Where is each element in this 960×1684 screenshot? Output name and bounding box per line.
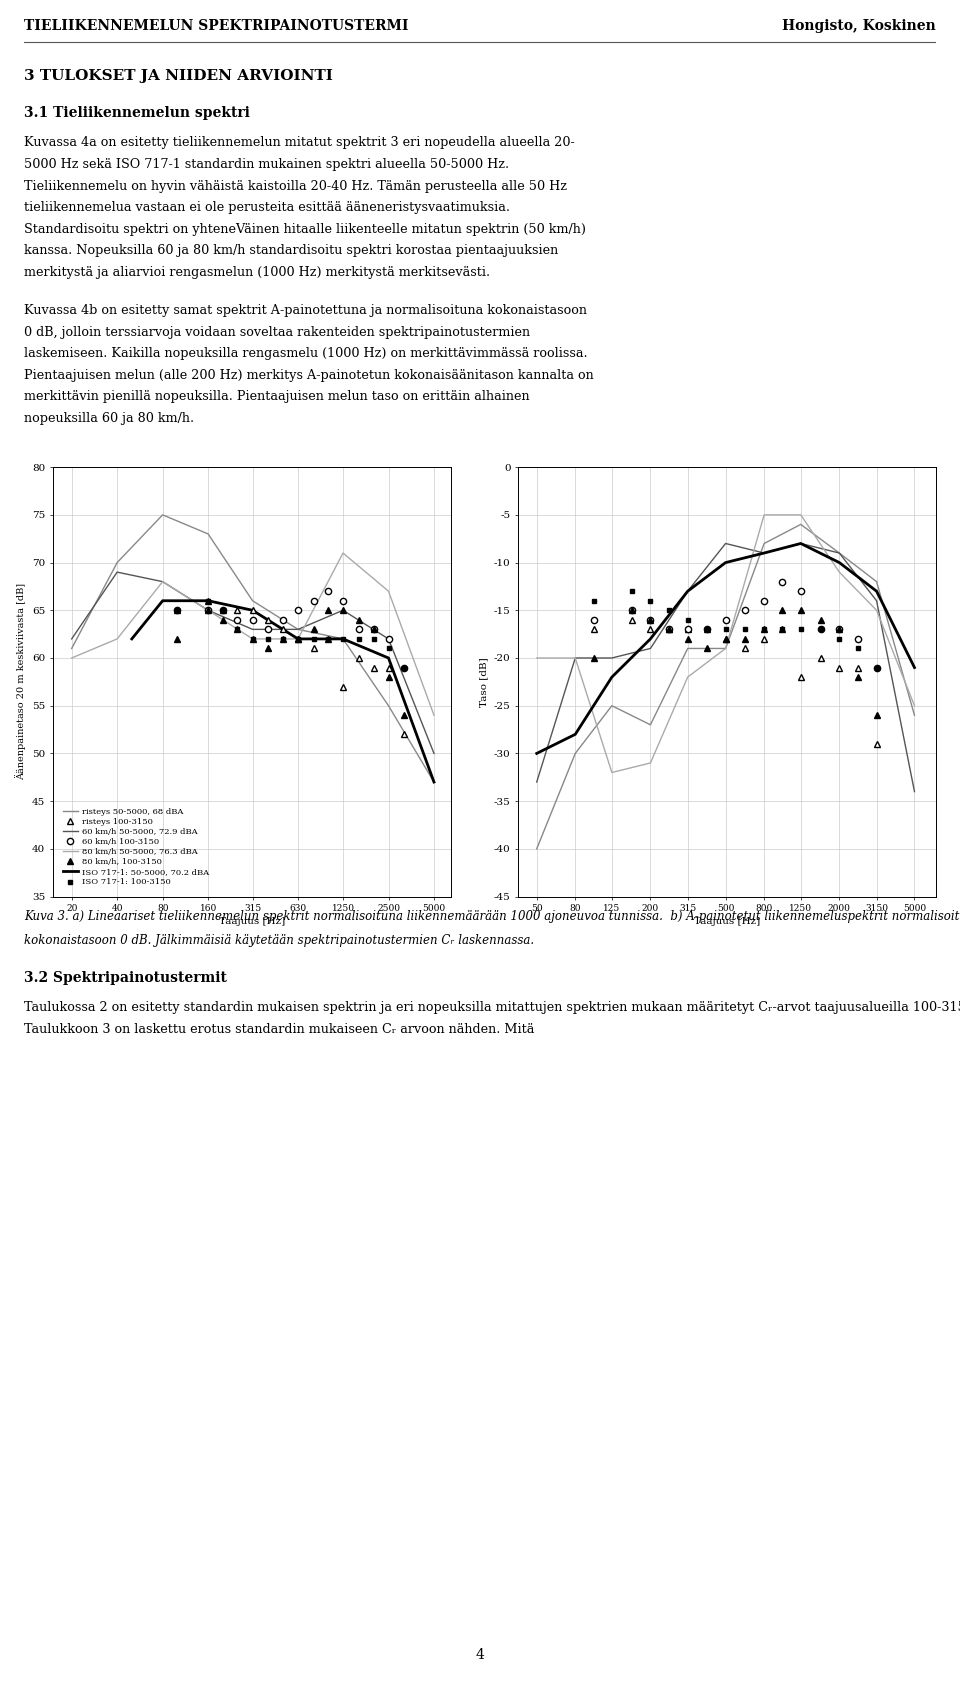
Text: Hongisto, Koskinen: Hongisto, Koskinen [782, 19, 936, 34]
X-axis label: Taajuus [Hz]: Taajuus [Hz] [694, 918, 760, 926]
Text: Tieliikennemelu on hyvin vähäistä kaistoilla 20-40 Hz. Tämän perusteella alle 50: Tieliikennemelu on hyvin vähäistä kaisto… [24, 180, 567, 192]
Text: 0 dB, jolloin terssiarvoja voidaan soveltaa rakenteiden spektripainotustermien: 0 dB, jolloin terssiarvoja voidaan sovel… [24, 325, 530, 338]
Legend: risteys 50-5000, 68 dBA, risteys 100-3150, 60 km/h 50-5000, 72.9 dBA, 60 km/h 10: risteys 50-5000, 68 dBA, risteys 100-315… [60, 807, 210, 887]
Text: 5000 Hz sekä ISO 717-1 standardin mukainen spektri alueella 50-5000 Hz.: 5000 Hz sekä ISO 717-1 standardin mukain… [24, 158, 509, 172]
Text: tieliikennemelua vastaan ei ole perusteita esittää ääneneristysvaatimuksia.: tieliikennemelua vastaan ei ole perustei… [24, 200, 510, 214]
Text: kokonaistasoon 0 dB. Jälkimmäisiä käytetään spektripainotustermien Cᵣ laskennass: kokonaistasoon 0 dB. Jälkimmäisiä käytet… [24, 933, 534, 946]
Text: merkitystä ja aliarvioi rengasmelun (1000 Hz) merkitystä merkitsevästi.: merkitystä ja aliarvioi rengasmelun (100… [24, 266, 491, 280]
Text: nopeuksilla 60 ja 80 km/h.: nopeuksilla 60 ja 80 km/h. [24, 413, 194, 424]
Text: 4: 4 [475, 1649, 485, 1662]
Text: merkittävin pienillä nopeuksilla. Pientaajuisen melun taso on erittäin alhainen: merkittävin pienillä nopeuksilla. Pienta… [24, 391, 530, 404]
Text: Kuva 3. a) Lineaariset tieliikennemelun spektrit normalisoituna liikennemäärään : Kuva 3. a) Lineaariset tieliikennemelun … [24, 909, 960, 923]
Text: 3 TULOKSET JA NIIDEN ARVIOINTI: 3 TULOKSET JA NIIDEN ARVIOINTI [24, 69, 333, 83]
Text: 3.2 Spektripainotustermit: 3.2 Spektripainotustermit [24, 970, 227, 985]
Text: Pientaajuisen melun (alle 200 Hz) merkitys A-painotetun kokonaisäänitason kannal: Pientaajuisen melun (alle 200 Hz) merkit… [24, 369, 593, 382]
Text: Taulukkoon 3 on laskettu erotus standardin mukaiseen Cᵣ arvoon nähden. Mitä: Taulukkoon 3 on laskettu erotus standard… [24, 1022, 535, 1036]
Y-axis label: Taso [dB]: Taso [dB] [479, 657, 489, 707]
Text: Kuvassa 4a on esitetty tieliikennemelun mitatut spektrit 3 eri nopeudella alueel: Kuvassa 4a on esitetty tieliikennemelun … [24, 136, 575, 150]
Text: Taulukossa 2 on esitetty standardin mukaisen spektrin ja eri nopeuksilla mitattu: Taulukossa 2 on esitetty standardin muka… [24, 1000, 960, 1014]
X-axis label: Taajuus [Hz]: Taajuus [Hz] [219, 918, 285, 926]
Text: Standardisoitu spektri on yhteneVäinen hitaalle liikenteelle mitatun spektrin (5: Standardisoitu spektri on yhteneVäinen h… [24, 222, 586, 236]
Text: TIELIIKENNEMELUN SPEKTRIPAINOTUSTERMI: TIELIIKENNEMELUN SPEKTRIPAINOTUSTERMI [24, 19, 409, 34]
Text: laskemiseen. Kaikilla nopeuksilla rengasmelu (1000 Hz) on merkittävimmässä rooli: laskemiseen. Kaikilla nopeuksilla rengas… [24, 347, 588, 360]
Text: 3.1 Tieliikennemelun spektri: 3.1 Tieliikennemelun spektri [24, 106, 250, 120]
Text: kanssa. Nopeuksilla 60 ja 80 km/h standardisoitu spektri korostaa pientaajuuksie: kanssa. Nopeuksilla 60 ja 80 km/h standa… [24, 244, 559, 258]
Y-axis label: Äänenpainetaso 20 m keskiviivasta [dB]: Äänenpainetaso 20 m keskiviivasta [dB] [15, 583, 26, 780]
Text: Kuvassa 4b on esitetty samat spektrit A-painotettuna ja normalisoituna kokonaist: Kuvassa 4b on esitetty samat spektrit A-… [24, 305, 587, 317]
